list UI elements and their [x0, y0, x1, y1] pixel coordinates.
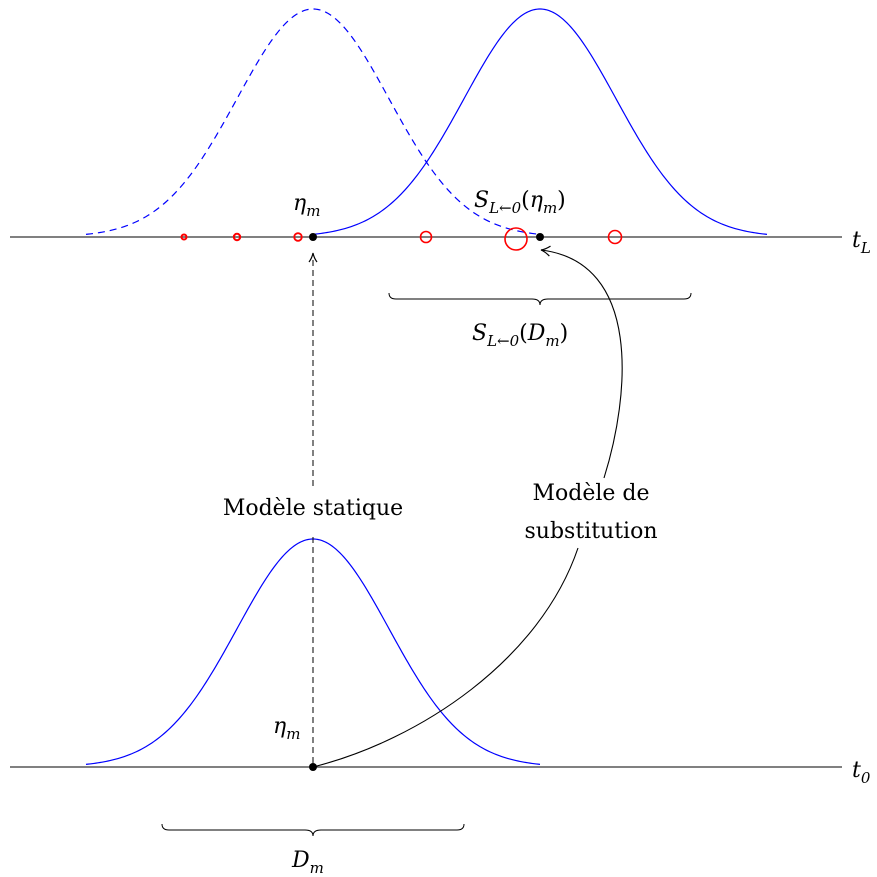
- top-mode-point: [309, 233, 317, 241]
- top-eta-sub: m: [306, 202, 320, 220]
- sample-marker: [180, 233, 188, 241]
- top-brace: [388, 292, 692, 306]
- top-brace-sub: L←0: [486, 332, 520, 350]
- mapped-point-sub: L←0: [488, 199, 522, 217]
- substitution-model-arrow-lower: [312, 547, 579, 768]
- sample-marker: [293, 232, 303, 242]
- bottom-brace-main: D: [291, 848, 310, 873]
- substitution-model-label-line2: substitution: [524, 519, 657, 544]
- static-model-label: Modèle statique: [223, 496, 403, 521]
- mapped-point-prefix: S: [474, 188, 489, 213]
- bottom-eta-sub: m: [286, 725, 300, 743]
- top-brace-arg-sub: m: [545, 332, 559, 350]
- top-brace-prefix: S: [472, 321, 487, 346]
- static-model-arrowhead: [308, 252, 318, 263]
- top-eta-label: ηm: [293, 191, 320, 220]
- prior-distribution-dashed-curve: [85, 8, 541, 235]
- propagated-distribution-curve: [312, 8, 768, 235]
- mapped-point-label: SL←0(ηm): [474, 188, 566, 217]
- mapped-point-arg-main: η: [530, 188, 543, 213]
- bottom-eta-main: η: [273, 714, 286, 739]
- sample-marker: [607, 229, 623, 245]
- bottom-axis-label-main: t: [852, 758, 861, 783]
- mapped-point-arg-sub: m: [543, 199, 557, 217]
- bottom-mode-point: [309, 763, 317, 771]
- top-axis-label-sub: L: [860, 239, 871, 257]
- bottom-eta-label: ηm: [273, 714, 300, 743]
- top-brace-arg-main: D: [527, 321, 546, 346]
- sample-marker: [232, 232, 242, 242]
- top-axis-label-main: t: [852, 228, 861, 253]
- bottom-brace-label: Dm: [291, 848, 324, 877]
- sample-marker: [419, 230, 433, 244]
- mapped-point: [536, 233, 544, 241]
- bottom-axis-label: t0: [852, 758, 871, 787]
- bottom-brace-sub: m: [310, 859, 324, 877]
- substitution-model-label-line1: Modèle de: [532, 481, 649, 506]
- top-eta-main: η: [293, 191, 306, 216]
- top-brace-label: SL←0(Dm): [472, 321, 568, 350]
- substitution-model-arrow-upper: [540, 245, 623, 479]
- sample-marker: [504, 227, 528, 251]
- bottom-axis-label-sub: 0: [861, 769, 871, 787]
- top-axis-label: tL: [852, 228, 871, 257]
- bottom-brace: [161, 823, 465, 837]
